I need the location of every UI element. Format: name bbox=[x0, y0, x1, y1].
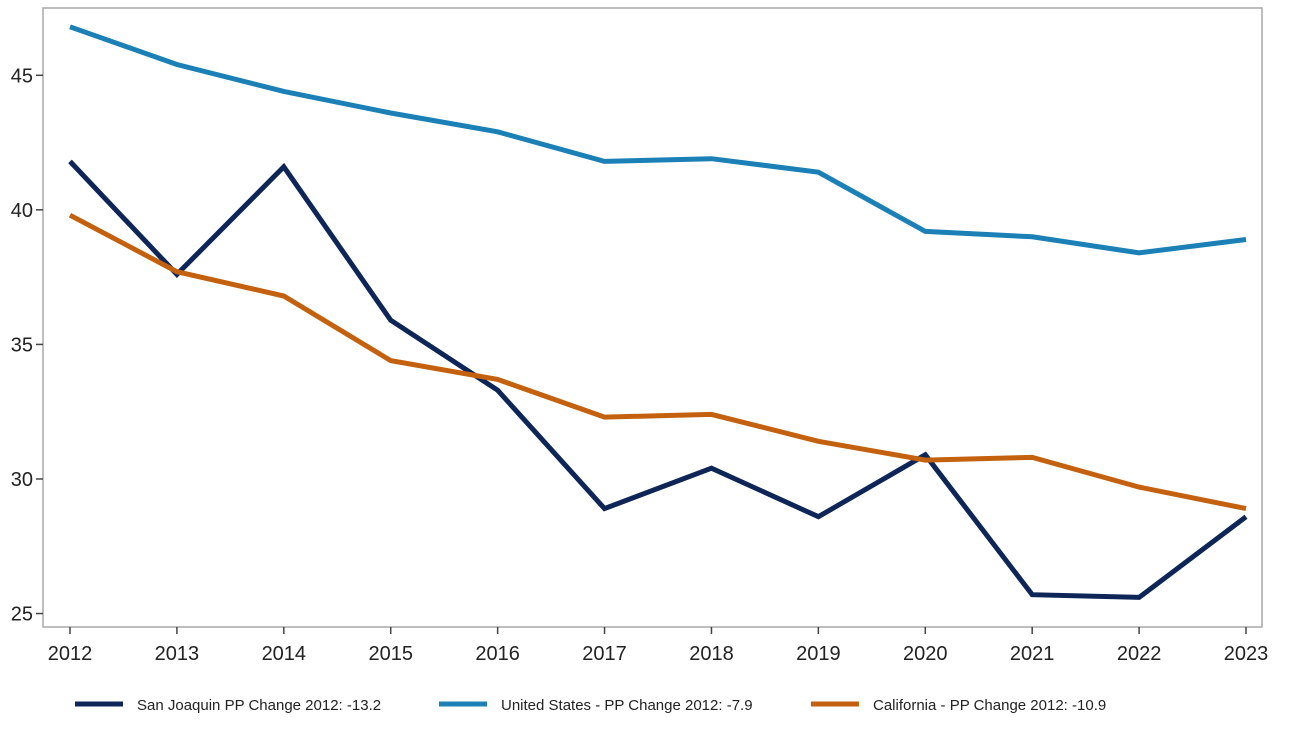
x-tick-label: 2018 bbox=[689, 643, 734, 665]
series-line-san-joaquin bbox=[68, 159, 1248, 600]
plot-frame bbox=[42, 7, 1263, 628]
x-tick-label: 2022 bbox=[1117, 643, 1162, 665]
y-tick-label: 25 bbox=[11, 604, 33, 626]
legend-label: United States - PP Change 2012: -7.9 bbox=[501, 697, 753, 714]
x-tick-label: 2020 bbox=[903, 643, 948, 665]
y-axis: 25 30 35 40 45 bbox=[11, 65, 43, 626]
legend: San Joaquin PP Change 2012: -13.2 United … bbox=[75, 697, 1106, 714]
x-tick-label: 2012 bbox=[48, 643, 93, 665]
x-tick-label: 2014 bbox=[262, 643, 307, 665]
x-tick-label: 2016 bbox=[475, 643, 520, 665]
x-tick-label: 2013 bbox=[155, 643, 200, 665]
y-tick-label: 40 bbox=[11, 200, 33, 222]
series-line-california bbox=[68, 212, 1247, 512]
x-tick-label: 2015 bbox=[368, 643, 413, 665]
y-tick-label: 45 bbox=[11, 65, 33, 87]
legend-label: California - PP Change 2012: -10.9 bbox=[873, 697, 1106, 714]
series-line-united-states bbox=[69, 24, 1247, 256]
y-tick-label: 35 bbox=[11, 334, 33, 356]
x-tick-label: 2019 bbox=[796, 643, 841, 665]
x-axis: 2012 2013 2014 2015 2016 2017 2018 2019 2020 2021… bbox=[48, 627, 1269, 665]
x-tick-label: 2023 bbox=[1224, 643, 1269, 665]
y-tick-label: 30 bbox=[11, 469, 33, 491]
x-tick-label: 2021 bbox=[1010, 643, 1055, 665]
x-tick-label: 2017 bbox=[582, 643, 627, 665]
legend-label: San Joaquin PP Change 2012: -13.2 bbox=[137, 697, 381, 714]
series-layer bbox=[68, 24, 1248, 600]
